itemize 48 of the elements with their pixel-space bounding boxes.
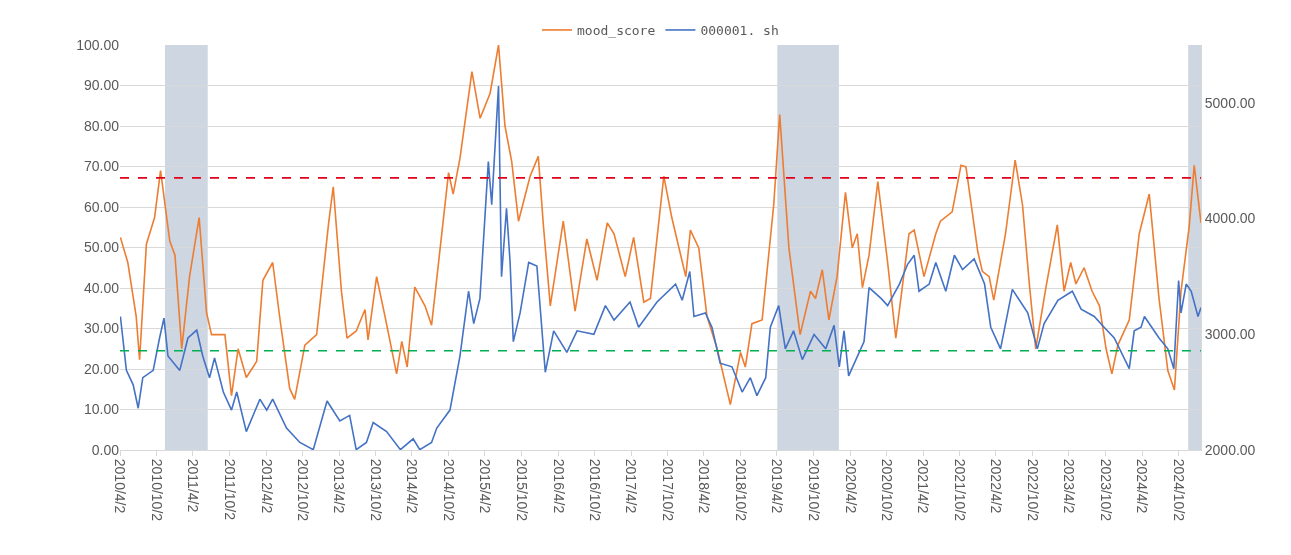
x-tick-label: 2014/4/2 <box>404 458 421 514</box>
x-tick-label: 2019/10/2 <box>805 458 822 522</box>
y-tick-label: 80.00 <box>83 117 120 134</box>
x-tick-label: 2015/4/2 <box>477 458 494 514</box>
x-tick-label: 2021/10/2 <box>952 458 969 522</box>
x-tick-label: 2013/4/2 <box>331 458 348 514</box>
x-tick-label: 2022/10/2 <box>1024 458 1041 522</box>
x-tick-label: 2014/10/2 <box>441 458 458 522</box>
x-tick-label: 2023/10/2 <box>1097 458 1114 522</box>
legend-label: 000001. sh <box>700 23 779 39</box>
x-tick-label: 2017/4/2 <box>623 458 640 514</box>
x-tick-label: 2015/10/2 <box>513 458 530 522</box>
y-tick-label: 100.00 <box>76 36 120 53</box>
x-tick-label: 2019/4/2 <box>769 458 786 514</box>
y-tick-label: 50.00 <box>83 239 120 256</box>
y-tick-label: 30.00 <box>83 320 120 337</box>
x-tick-label: 2018/10/2 <box>732 458 749 522</box>
y2-tick-label: 2000.00 <box>1204 441 1256 458</box>
x-tick-label: 2010/10/2 <box>149 458 166 522</box>
x-tick-label: 2016/4/2 <box>550 458 567 514</box>
y-tick-label: 60.00 <box>83 198 120 215</box>
legend-label: mood_score <box>577 23 656 39</box>
y2-tick-label: 4000.00 <box>1204 210 1256 227</box>
x-tick-label: 2023/4/2 <box>1061 458 1078 514</box>
x-tick-label: 2013/10/2 <box>368 458 385 522</box>
x-tick-label: 2020/10/2 <box>879 458 896 522</box>
x-tick-label: 2012/10/2 <box>295 458 312 522</box>
y2-tick-label: 3000.00 <box>1204 326 1256 343</box>
x-tick-label: 2016/10/2 <box>587 458 604 522</box>
y-tick-label: 20.00 <box>83 360 120 377</box>
x-tick-label: 2020/4/2 <box>842 458 859 514</box>
x-tick-label: 2024/10/2 <box>1171 458 1188 522</box>
y-tick-label: 40.00 <box>83 279 120 296</box>
x-tick-label: 2022/4/2 <box>988 458 1005 514</box>
x-tick-label: 2010/4/2 <box>112 458 129 514</box>
x-tick-label: 2021/4/2 <box>915 458 932 514</box>
line-series <box>120 45 1201 406</box>
y-tick-label: 10.00 <box>83 401 120 418</box>
y-tick-label: 90.00 <box>83 77 120 94</box>
y-tick-label: 0.00 <box>91 441 120 458</box>
x-tick-label: 2017/10/2 <box>660 458 677 522</box>
y-tick-label: 70.00 <box>83 158 120 175</box>
x-tick-label: 2018/4/2 <box>696 458 713 514</box>
x-tick-label: 2012/4/2 <box>258 458 275 514</box>
y2-tick-label: 5000.00 <box>1204 94 1256 111</box>
x-tick-label: 2024/4/2 <box>1134 458 1151 514</box>
x-tick-label: 2011/4/2 <box>185 458 202 513</box>
x-tick-label: 2011/10/2 <box>221 458 238 521</box>
